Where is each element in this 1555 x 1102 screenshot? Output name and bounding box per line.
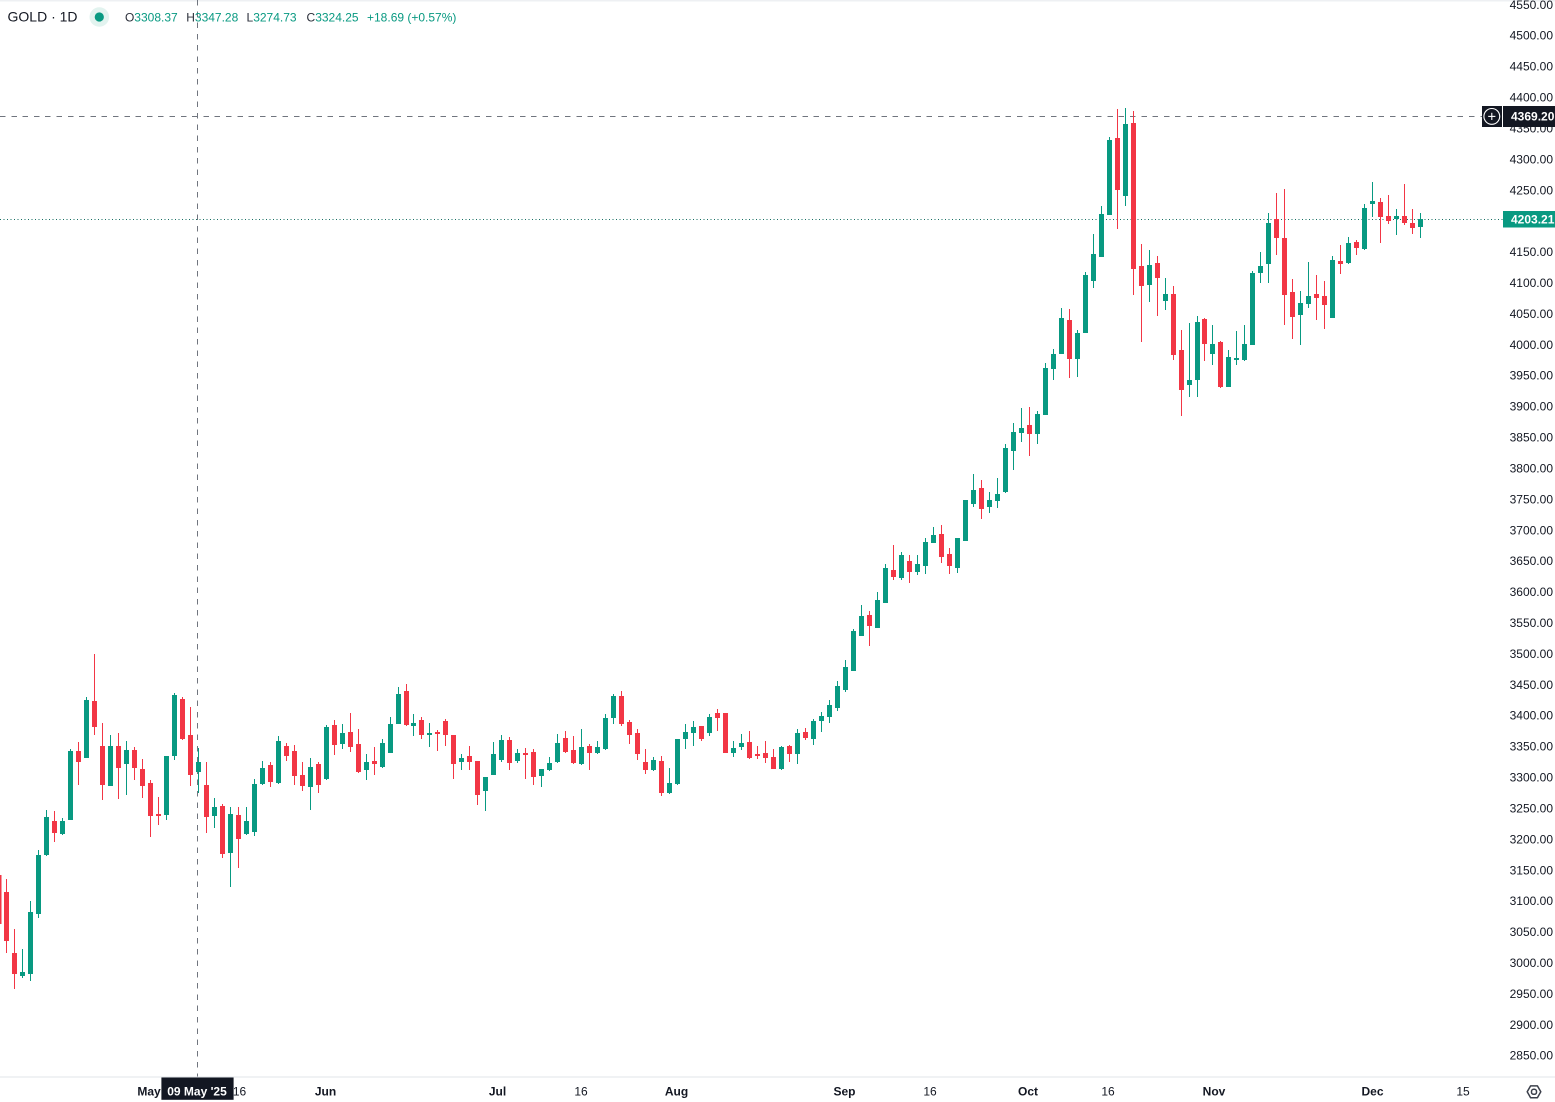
svg-text:3274.73: 3274.73	[253, 10, 297, 24]
svg-text:3200.00: 3200.00	[1510, 832, 1554, 846]
svg-text:3450.00: 3450.00	[1510, 678, 1554, 692]
svg-text:4150.00: 4150.00	[1510, 245, 1554, 259]
svg-text:3050.00: 3050.00	[1510, 925, 1554, 939]
svg-text:Sep: Sep	[833, 1084, 855, 1098]
svg-text:3600.00: 3600.00	[1510, 585, 1554, 599]
svg-text:3850.00: 3850.00	[1510, 431, 1554, 445]
svg-text:4450.00: 4450.00	[1510, 60, 1554, 74]
svg-text:2850.00: 2850.00	[1510, 1049, 1554, 1063]
svg-text:3750.00: 3750.00	[1510, 492, 1554, 506]
svg-text:09 May '25: 09 May '25	[167, 1084, 227, 1098]
svg-text:4000.00: 4000.00	[1510, 338, 1554, 352]
svg-text:3700.00: 3700.00	[1510, 523, 1554, 537]
svg-text:Nov: Nov	[1203, 1084, 1226, 1098]
svg-text:4300.00: 4300.00	[1510, 152, 1554, 166]
svg-text:4050.00: 4050.00	[1510, 307, 1554, 321]
svg-text:Jun: Jun	[315, 1084, 336, 1098]
svg-text:3100.00: 3100.00	[1510, 894, 1554, 908]
svg-text:4500.00: 4500.00	[1510, 29, 1554, 43]
svg-text:3347.28: 3347.28	[195, 10, 239, 24]
svg-text:3550.00: 3550.00	[1510, 616, 1554, 630]
svg-text:4550.00: 4550.00	[1510, 0, 1554, 12]
svg-text:GOLD · 1D: GOLD · 1D	[8, 9, 78, 25]
svg-text:3650.00: 3650.00	[1510, 554, 1554, 568]
svg-text:3000.00: 3000.00	[1510, 956, 1554, 970]
svg-text:Dec: Dec	[1361, 1084, 1383, 1098]
svg-text:3150.00: 3150.00	[1510, 863, 1554, 877]
svg-text:4100.00: 4100.00	[1510, 276, 1554, 290]
svg-text:3324.25: 3324.25	[315, 10, 359, 24]
svg-text:3250.00: 3250.00	[1510, 802, 1554, 816]
svg-text:L: L	[247, 10, 254, 24]
svg-text:Aug: Aug	[665, 1084, 688, 1098]
svg-text:15: 15	[1456, 1084, 1470, 1098]
svg-text:4250.00: 4250.00	[1510, 183, 1554, 197]
svg-text:O: O	[125, 10, 134, 24]
svg-text:H: H	[186, 10, 195, 24]
svg-text:3800.00: 3800.00	[1510, 461, 1554, 475]
svg-text:4400.00: 4400.00	[1510, 91, 1554, 105]
svg-text:4369.20: 4369.20	[1511, 110, 1555, 124]
svg-text:16: 16	[233, 1084, 247, 1098]
svg-text:2950.00: 2950.00	[1510, 987, 1554, 1001]
svg-text:3500.00: 3500.00	[1510, 647, 1554, 661]
svg-text:16: 16	[574, 1084, 588, 1098]
svg-text:4203.21: 4203.21	[1511, 212, 1555, 226]
svg-text:3400.00: 3400.00	[1510, 709, 1554, 723]
svg-text:3300.00: 3300.00	[1510, 771, 1554, 785]
svg-text:16: 16	[923, 1084, 937, 1098]
svg-text:2900.00: 2900.00	[1510, 1018, 1554, 1032]
svg-text:May: May	[137, 1084, 161, 1098]
svg-text:3308.37: 3308.37	[134, 10, 178, 24]
svg-text:16: 16	[1101, 1084, 1115, 1098]
svg-text:3350.00: 3350.00	[1510, 740, 1554, 754]
svg-text:3900.00: 3900.00	[1510, 400, 1554, 414]
svg-text:Oct: Oct	[1018, 1084, 1038, 1098]
svg-text:+18.69 (+0.57%): +18.69 (+0.57%)	[367, 10, 456, 24]
svg-text:Jul: Jul	[489, 1084, 506, 1098]
svg-text:3950.00: 3950.00	[1510, 369, 1554, 383]
svg-text:C: C	[307, 10, 316, 24]
